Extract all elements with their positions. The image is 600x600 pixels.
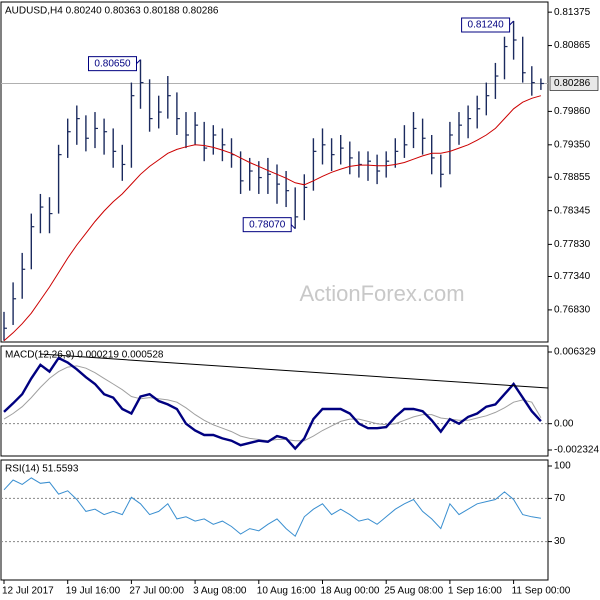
annotation-connector: [290, 224, 296, 230]
x-tick-label: 19 Jul 16:00: [66, 586, 121, 597]
annotation-box: [88, 56, 137, 72]
x-tick-label: 3 Aug 08:00: [193, 586, 247, 597]
x-tick-label: 10 Aug 16:00: [257, 586, 316, 597]
last-price-label: 0.80286: [554, 78, 591, 89]
annotation-box: [242, 217, 292, 233]
y-tick-label: 0.81375: [554, 7, 591, 18]
panel-title: RSI(14) 51.5593: [5, 464, 79, 475]
y-tick-label: 0.006329: [554, 347, 596, 358]
x-tick-label: 11 Sep 00:00: [512, 586, 571, 597]
annotation-connector: [136, 59, 141, 65]
y-tick-label: 0.00: [554, 418, 574, 429]
y-tick-label: 70: [554, 493, 566, 504]
y-tick-label: -0.002324: [554, 445, 599, 456]
x-tick-label: 27 Jul 00:00: [129, 586, 184, 597]
x-tick-label: 18 Aug 00:00: [321, 586, 380, 597]
annotation-box: [461, 17, 511, 33]
y-tick-label: 0.80865: [554, 40, 591, 51]
x-tick-label: 1 Sep 16:00: [448, 586, 502, 597]
y-tick-label: 0.79350: [554, 139, 591, 150]
last-price-box: [549, 76, 599, 91]
y-tick-label: 0.76830: [554, 305, 591, 316]
y-tick-label: 0.78855: [554, 172, 591, 183]
annotation-connector: [509, 20, 514, 26]
annotation-label: 0.80650: [94, 58, 131, 69]
panel-title: AUDUSD,H4 0.80240 0.80363 0.80188 0.8028…: [5, 6, 219, 17]
y-tick-label: 100: [554, 461, 571, 472]
panel-title: MACD(12,26,9) 0.000219 0.000528: [5, 350, 164, 361]
annotation-label: 0.78070: [249, 219, 286, 230]
panel-frame: [0, 1, 549, 343]
macd-line: [3, 356, 542, 451]
panel-frame: [0, 459, 549, 581]
y-tick-label: 0.77830: [554, 239, 591, 250]
y-tick-label: 0.78345: [554, 205, 591, 216]
rsi-line: [3, 477, 541, 537]
trend-line: [39, 353, 549, 389]
x-tick-label: 25 Aug 08:00: [384, 586, 443, 597]
y-tick-label: 30: [554, 536, 566, 547]
annotation-label: 0.81240: [468, 20, 505, 31]
watermark: ActionForex.com: [299, 281, 464, 306]
x-tick-label: 12 Jul 2017: [2, 586, 54, 597]
y-tick-label: 0.79860: [554, 106, 591, 117]
moving-average: [3, 95, 542, 342]
y-tick-label: 0.77340: [554, 271, 591, 282]
panel-frame: [0, 345, 549, 457]
